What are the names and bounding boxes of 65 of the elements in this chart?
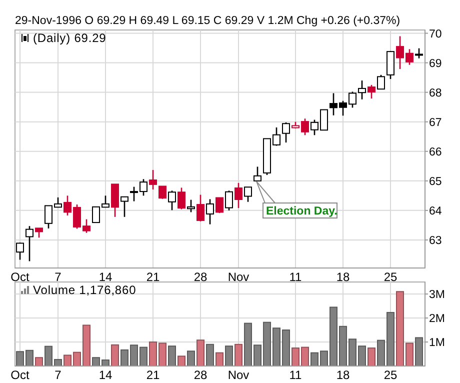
bar — [196, 340, 204, 366]
candlestick — [178, 187, 186, 210]
x-tick-label: 18 — [336, 270, 350, 284]
y-tick-label: 66 — [429, 146, 442, 158]
x-tick-label: 28 — [194, 270, 208, 284]
legend-label: Volume 1,176,860 — [33, 283, 136, 297]
candlestick — [206, 198, 214, 225]
y-tick-label: 2M — [429, 313, 445, 326]
legend-label: (Daily) 69.29 — [33, 31, 106, 45]
bar — [216, 352, 224, 366]
y-tick-label: 69 — [429, 58, 442, 70]
y-tick-label: 67 — [429, 116, 442, 129]
y-tick-label: 63 — [429, 234, 442, 247]
bar — [206, 344, 214, 366]
candlestick — [377, 74, 385, 90]
x-tick-label: 21 — [146, 270, 160, 284]
candlestick — [168, 190, 176, 211]
candlestick — [234, 182, 242, 209]
x-tick-label: 14 — [98, 368, 112, 382]
x-tick-label: 25 — [384, 270, 398, 284]
y-tick-label: 70 — [429, 28, 442, 40]
candlestick — [216, 197, 224, 214]
candlestick — [244, 186, 252, 203]
bar — [187, 350, 195, 366]
bar — [368, 348, 376, 366]
y-tick-label: 65 — [429, 176, 442, 188]
bar — [178, 356, 186, 366]
candlestick — [149, 169, 157, 190]
candlestick — [187, 199, 195, 213]
candlestick — [415, 48, 423, 59]
candlestick — [196, 194, 204, 222]
annotation: Election Day. — [266, 206, 338, 218]
bar — [168, 346, 176, 366]
bar — [35, 357, 43, 366]
x-tick-label: 25 — [384, 368, 398, 382]
candlestick — [158, 186, 166, 200]
x-tick-label: 11 — [289, 270, 302, 284]
chart-subtitle: 29-Nov-1996 O 69.29 H 69.49 L 69.15 C 69.29 V 1.2M Chg +0.26 (+0.37%) — [15, 15, 400, 27]
x-tick-label: 11 — [289, 368, 302, 382]
bar — [415, 337, 423, 366]
candlestick — [26, 225, 34, 262]
y-tick-label: 68 — [429, 87, 442, 100]
candlestick — [225, 190, 233, 212]
x-tick-label: 7 — [54, 368, 62, 382]
x-tick-label: Nov — [228, 368, 250, 382]
bar — [225, 346, 233, 366]
x-tick-label: 14 — [98, 270, 112, 284]
candlestick — [120, 196, 128, 218]
x-tick-label: 21 — [146, 368, 160, 382]
x-tick-label: 28 — [194, 368, 208, 382]
x-tick-label: Oct — [10, 270, 30, 284]
candlestick — [111, 183, 119, 218]
y-tick-label: 1M — [429, 337, 445, 350]
x-tick-label: Nov — [228, 270, 250, 284]
y-tick-label: 3M — [429, 289, 445, 302]
candlestick — [386, 50, 394, 80]
bar — [111, 344, 119, 366]
x-tick-label: 7 — [54, 270, 62, 284]
candlestick — [368, 84, 376, 100]
candlestick — [254, 166, 262, 182]
y-tick-label: 64 — [429, 205, 442, 218]
x-tick-label: 18 — [336, 368, 350, 382]
x-tick-label: Oct — [10, 368, 30, 382]
candlestick — [35, 227, 43, 238]
bar — [234, 344, 242, 366]
